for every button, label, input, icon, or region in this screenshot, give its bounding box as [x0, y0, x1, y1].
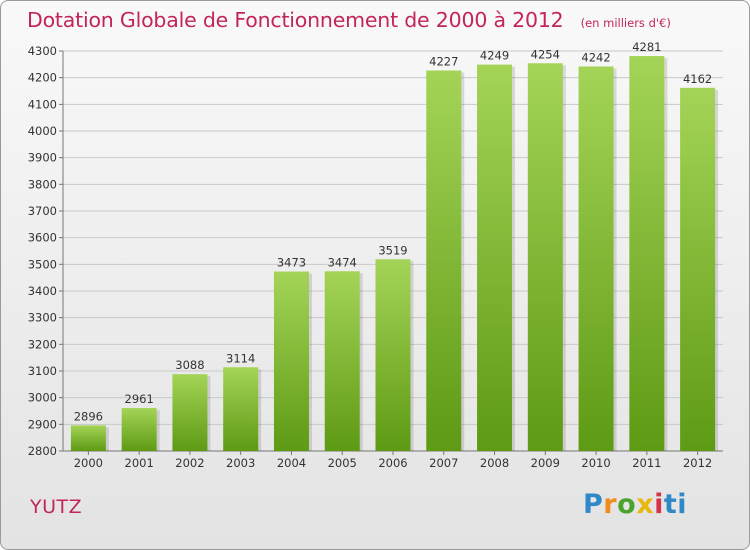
x-tick-label-2001: 2001 — [125, 456, 154, 470]
data-label-2007: 4227 — [429, 54, 458, 68]
x-tick-label-2009: 2009 — [531, 456, 560, 470]
y-tick-label: 3000 — [28, 391, 57, 405]
bar-2000 — [70, 425, 106, 451]
y-tick-label: 4000 — [28, 124, 57, 138]
data-label-2008: 4249 — [480, 49, 509, 63]
y-tick-label: 4100 — [28, 97, 57, 111]
bar-2008 — [477, 64, 513, 451]
y-tick-label: 3300 — [28, 311, 57, 325]
data-label-2005: 3474 — [328, 255, 357, 269]
y-tick-labels: 2800 2900 3000 3100 3200 3300 3400 3500 3600 3700… — [28, 44, 57, 458]
x-tick-label-2007: 2007 — [429, 456, 458, 470]
bar-2004 — [273, 271, 309, 451]
bar-2010 — [578, 66, 614, 451]
data-label-2002: 3088 — [175, 358, 204, 372]
x-tick-label-2004: 2004 — [277, 456, 306, 470]
y-tick-label: 3700 — [28, 204, 57, 218]
y-tick-label: 3400 — [28, 284, 57, 298]
data-label-2011: 4281 — [632, 40, 661, 54]
y-tick-label: 3800 — [28, 177, 57, 191]
data-labels: 2896 2961 3088 3114 3473 3474 3519 4227 4249 4254… — [74, 40, 713, 423]
title-block: Dotation Globale de Fonctionnement de 20… — [27, 8, 671, 32]
chart-title: Dotation Globale de Fonctionnement de 20… — [27, 8, 564, 32]
bar-2012 — [680, 87, 716, 452]
x-tick-label-2012: 2012 — [683, 456, 712, 470]
y-tick-label: 3500 — [28, 257, 57, 271]
y-tick-label: 4300 — [28, 44, 57, 58]
proxiti-logo[interactable]: Proxiti — [583, 489, 688, 520]
x-tick-label-2006: 2006 — [378, 456, 407, 470]
data-label-2006: 3519 — [378, 243, 407, 257]
x-tick-label-2010: 2010 — [581, 456, 610, 470]
x-tick-label-2000: 2000 — [74, 456, 103, 470]
bar-2009 — [527, 63, 563, 452]
x-tick-label-2005: 2005 — [328, 456, 357, 470]
bar-2003 — [223, 367, 259, 451]
y-tick-label: 3200 — [28, 337, 57, 351]
chart-subtitle: (en milliers d'€) — [580, 16, 671, 30]
x-tick-label-2008: 2008 — [480, 456, 509, 470]
bar-2005 — [324, 271, 360, 451]
x-tick-label-2002: 2002 — [175, 456, 204, 470]
y-tick-label: 4200 — [28, 71, 57, 85]
data-label-2012: 4162 — [683, 72, 712, 86]
y-tick-label: 3600 — [28, 231, 57, 245]
data-label-2004: 3473 — [277, 256, 306, 270]
bar-2011 — [629, 56, 665, 452]
data-label-2009: 4254 — [531, 47, 560, 61]
x-tick-label-2011: 2011 — [632, 456, 661, 470]
commune-name: YUTZ — [30, 496, 83, 518]
y-tick-label: 2900 — [28, 417, 57, 431]
bars — [70, 56, 719, 452]
bar-2001 — [121, 408, 157, 451]
data-label-2001: 2961 — [125, 392, 154, 406]
x-tick-label-2003: 2003 — [226, 456, 255, 470]
data-label-2000: 2896 — [74, 409, 103, 423]
y-tick-label: 2800 — [28, 444, 57, 458]
data-label-2003: 3114 — [226, 351, 255, 365]
y-tick-label: 3900 — [28, 151, 57, 165]
bar-2002 — [172, 374, 208, 451]
x-tick-labels: 2000 2001 2002 2003 2004 2005 2006 2007 2008 2009… — [74, 456, 713, 470]
bar-2007 — [426, 70, 462, 451]
y-tick-label: 3100 — [28, 364, 57, 378]
data-label-2010: 4242 — [581, 50, 610, 64]
bar-2006 — [375, 259, 411, 451]
